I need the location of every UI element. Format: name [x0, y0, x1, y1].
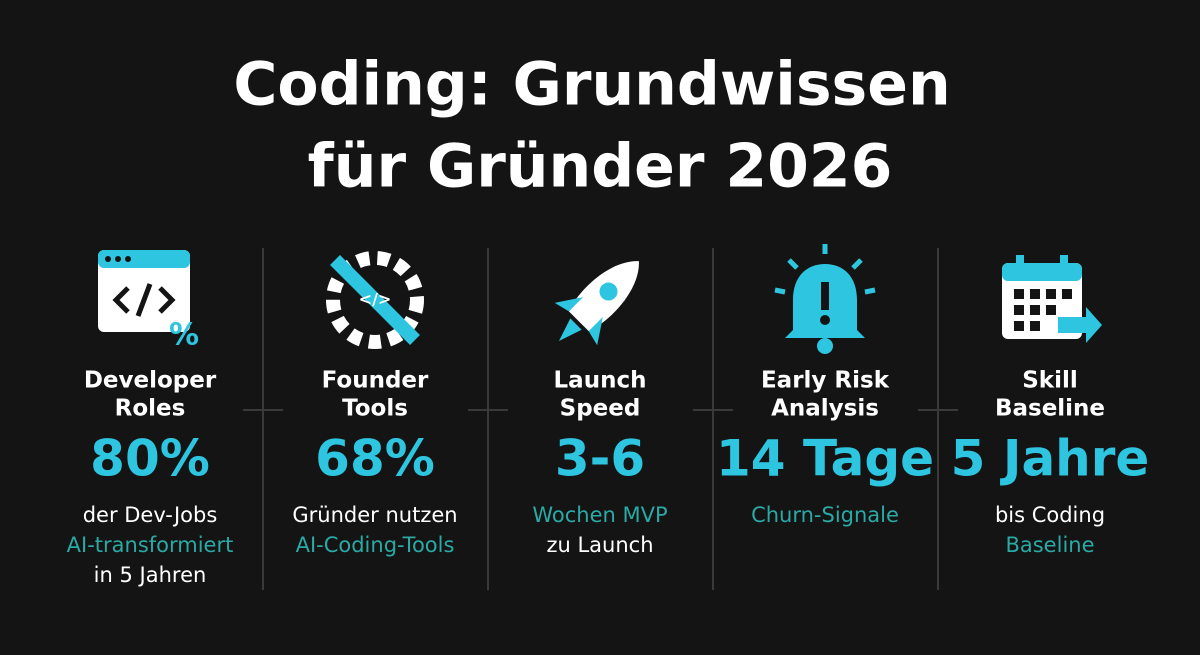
description-line: zu Launch [546, 533, 653, 557]
dividers [243, 248, 958, 590]
description-line: Churn-Signale [751, 503, 899, 527]
column-label: Baseline [995, 396, 1105, 422]
description-line: AI-Coding-Tools [296, 533, 455, 557]
column-label: Speed [560, 396, 641, 422]
stat-value: 14 Tage [716, 430, 934, 488]
description-line: Baseline [1005, 533, 1094, 557]
stat-value: 68% [315, 430, 435, 488]
icon-bell [774, 244, 876, 354]
column-label: Roles [115, 396, 186, 422]
stat-value: 5 Jahre [951, 430, 1150, 488]
icon-calendar [1002, 255, 1102, 343]
description-line: AI-transformiert [67, 533, 234, 557]
column-label: Analysis [771, 396, 879, 422]
description-line: bis Coding [995, 503, 1105, 527]
description-line: in 5 Jahren [94, 563, 207, 587]
svg-text:%: % [169, 318, 199, 353]
title-line: für Gründer 2026 [308, 132, 893, 202]
description-line: Wochen MVP [532, 503, 667, 527]
stat-value: 80% [90, 430, 210, 488]
description-line: der Dev-Jobs [83, 503, 218, 527]
column-label: Founder [322, 368, 429, 394]
column-label: Launch [554, 368, 647, 394]
description-line: Gründer nutzen [292, 503, 457, 527]
column-label: Tools [342, 396, 408, 422]
svg-text:</>: </> [359, 290, 392, 309]
icon-tools: </> [326, 251, 424, 349]
column-label: Skill [1022, 368, 1078, 394]
icon-code: % [98, 250, 199, 353]
title-line: Coding: Grundwissen [233, 50, 950, 120]
column-label: Developer [84, 368, 217, 394]
column-label: Early Risk [761, 368, 890, 394]
stat-value: 3-6 [555, 430, 645, 488]
